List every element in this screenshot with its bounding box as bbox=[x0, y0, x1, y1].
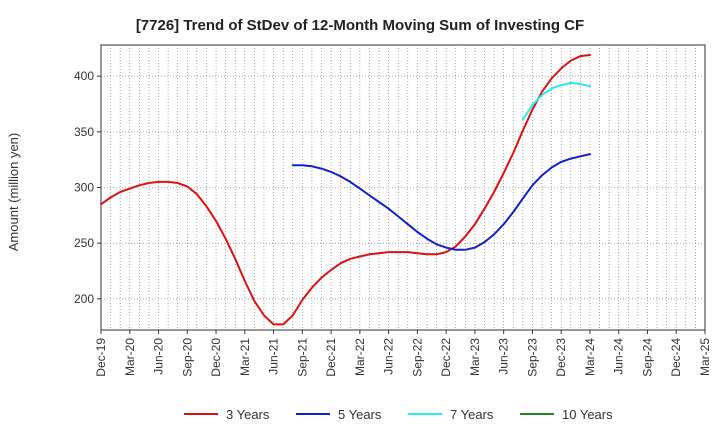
x-axis-ticks: Dec-19 Mar-20 Jun-20 Sep-20 Dec-20 Mar-21 Jun-… bbox=[94, 330, 712, 377]
y-tick-label: 300 bbox=[74, 181, 94, 195]
chart-title: [7726] Trend of StDev of 12-Month Moving… bbox=[136, 17, 584, 34]
x-tick-label: Dec-20 bbox=[209, 338, 223, 377]
x-tick-label: Dec-23 bbox=[554, 338, 568, 377]
x-tick-label: Dec-24 bbox=[669, 338, 683, 377]
legend-label: 5 Years bbox=[338, 407, 382, 422]
x-tick-label: Jun-24 bbox=[612, 338, 626, 375]
x-tick-label: Mar-21 bbox=[238, 338, 252, 376]
x-tick-label: Mar-22 bbox=[353, 338, 367, 376]
y-tick-label: 250 bbox=[74, 236, 94, 250]
x-tick-label: Dec-22 bbox=[439, 338, 453, 377]
x-tick-label: Sep-20 bbox=[180, 338, 194, 377]
series-line-5-years bbox=[291, 153, 591, 251]
x-tick-label: Jun-21 bbox=[267, 338, 281, 375]
x-tick-label: Sep-22 bbox=[410, 338, 424, 377]
x-tick-label: Mar-25 bbox=[698, 338, 712, 376]
x-tick-label: Dec-21 bbox=[324, 338, 338, 377]
legend-label: 7 Years bbox=[450, 407, 494, 422]
legend-label: 10 Years bbox=[562, 407, 613, 422]
y-axis-label: Amount (million yen) bbox=[6, 133, 21, 252]
x-tick-label: Dec-19 bbox=[94, 338, 108, 377]
y-tick-label: 350 bbox=[74, 125, 94, 139]
x-tick-label: Mar-23 bbox=[468, 338, 482, 376]
x-tick-label: Mar-20 bbox=[123, 338, 137, 376]
x-tick-label: Mar-24 bbox=[583, 338, 597, 376]
x-tick-label: Jun-20 bbox=[152, 338, 166, 375]
y-tick-label: 400 bbox=[74, 69, 94, 83]
series-lines bbox=[100, 54, 591, 326]
x-tick-label: Sep-24 bbox=[640, 338, 654, 377]
legend-label: 3 Years bbox=[226, 407, 270, 422]
grid-lines bbox=[101, 45, 705, 330]
series-line-3-years bbox=[100, 54, 591, 326]
x-tick-label: Sep-21 bbox=[295, 338, 309, 377]
legend: 3 Years 5 Years 7 Years 10 Years bbox=[184, 407, 613, 422]
series-line-7-years bbox=[521, 81, 591, 121]
x-tick-label: Jun-22 bbox=[382, 338, 396, 375]
y-tick-label: 200 bbox=[74, 292, 94, 306]
x-tick-label: Jun-23 bbox=[497, 338, 511, 375]
x-tick-label: Sep-23 bbox=[525, 338, 539, 377]
y-axis-ticks: 200 250 300 350 400 bbox=[74, 69, 101, 306]
